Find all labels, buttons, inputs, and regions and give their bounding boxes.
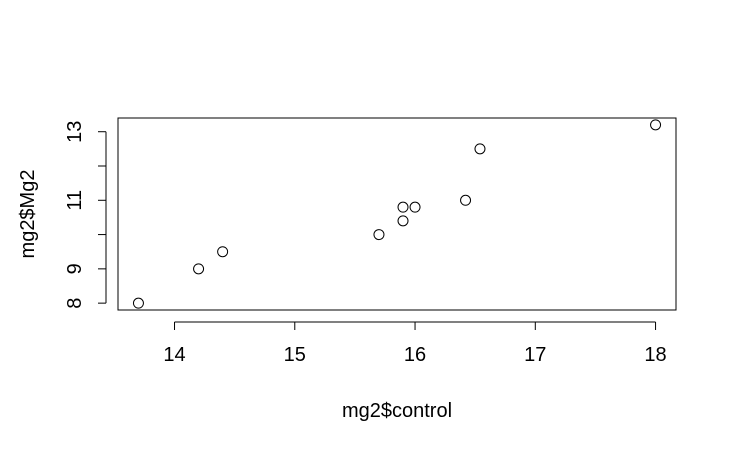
x-tick-label: 17 — [524, 344, 546, 366]
data-point — [397, 215, 409, 227]
y-tick-label: 9 — [64, 263, 86, 274]
x-tick-label: 16 — [404, 344, 426, 366]
x-axis: 14 15 16 17 18 — [163, 321, 667, 366]
data-point — [132, 297, 144, 309]
y-tick-label: 8 — [64, 298, 86, 309]
points-layer — [132, 119, 662, 309]
x-axis-title: mg2$control — [342, 400, 452, 422]
data-point — [460, 194, 472, 206]
x-tick-label: 14 — [163, 344, 185, 366]
y-axis: 8 9 11 13 — [64, 121, 107, 309]
y-axis-title: mg2$Mg2 — [17, 170, 39, 259]
y-tick-label: 11 — [64, 190, 86, 211]
data-point — [217, 246, 229, 258]
data-point — [650, 119, 662, 131]
plot-frame — [117, 117, 677, 311]
data-point — [193, 263, 205, 275]
y-tick-label: 13 — [64, 121, 86, 143]
data-point — [373, 229, 385, 241]
data-point — [409, 201, 421, 213]
data-point — [474, 143, 486, 155]
x-tick-label: 18 — [644, 344, 666, 366]
data-point — [397, 201, 409, 213]
x-tick-label: 15 — [284, 344, 306, 366]
